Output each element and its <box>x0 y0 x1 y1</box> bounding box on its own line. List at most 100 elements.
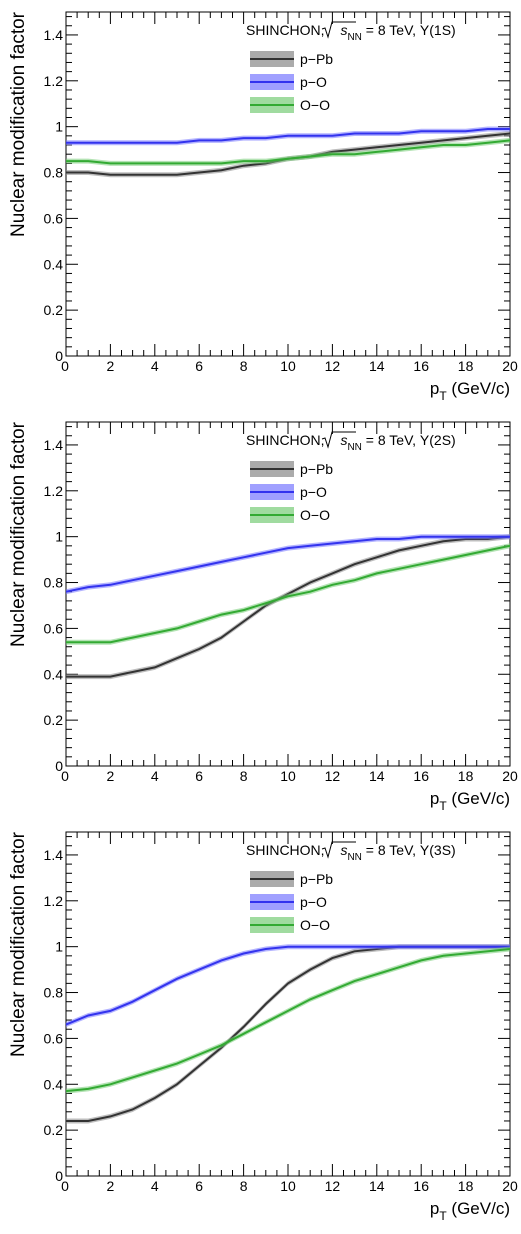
series-1 <box>66 944 510 1124</box>
x-tick-label: 18 <box>458 768 474 784</box>
x-tick-label: 2 <box>107 1178 115 1194</box>
x-tick-label: 20 <box>502 768 518 784</box>
series-band <box>66 543 510 645</box>
y-tick-label: 0.6 <box>44 620 64 636</box>
series-band <box>66 534 510 595</box>
x-tick-label: 4 <box>151 768 159 784</box>
sqrt-sign <box>321 841 356 859</box>
x-axis-label: pT (GeV/c) <box>430 379 510 403</box>
y-tick-label: 0 <box>55 758 63 774</box>
series-line <box>66 132 511 176</box>
header-sqrt-s: s <box>340 22 347 38</box>
x-label-unit: (GeV/c) <box>447 789 510 808</box>
x-label-sub: T <box>439 799 447 813</box>
series-line <box>66 544 511 644</box>
header-prefix: SHINCHON, <box>246 842 328 858</box>
header-nn: NN <box>347 442 361 453</box>
x-tick-label: 0 <box>61 768 69 784</box>
x-tick-label: 12 <box>325 768 341 784</box>
x-tick-label: 18 <box>458 358 474 374</box>
x-tick-label: 16 <box>413 1178 429 1194</box>
x-tick-label: 20 <box>502 1178 518 1194</box>
x-tick-label: 0 <box>61 1178 69 1194</box>
x-label-main: p <box>430 379 439 398</box>
header-state: Υ(3S) <box>420 842 456 858</box>
series-line <box>65 945 510 1026</box>
y-axis-label: Nuclear modification factor <box>8 421 29 647</box>
y-tick-label: 1 <box>55 939 63 955</box>
y-tick-label: 1.4 <box>44 27 64 43</box>
header-sqrt-s: s <box>340 842 347 858</box>
y-tick-label: 1.4 <box>44 847 64 863</box>
legend-label: O−O <box>300 917 330 933</box>
legend-label: p−O <box>300 74 327 90</box>
legend-label: p−Pb <box>300 871 333 887</box>
panel-header: SHINCHON, sNN = 8 TeV, Υ(2S) <box>246 432 456 453</box>
series-3 <box>66 137 511 166</box>
header-nn: NN <box>347 852 361 863</box>
x-tick-label: 8 <box>240 768 248 784</box>
x-tick-label: 10 <box>280 768 296 784</box>
y-tick-label: 0 <box>55 348 63 364</box>
x-label-main: p <box>430 1199 439 1218</box>
x-tick-label: 8 <box>240 358 248 374</box>
y-tick-label: 0.2 <box>44 302 64 318</box>
header-suffix: = 8 TeV, <box>362 842 420 858</box>
y-tick-label: 1.2 <box>44 73 64 89</box>
panel-3: 0 2 4 6 8 10 12 14 16 18 20 0 0.2 0.4 0.6 0.8 1 1.2 1.4 Nuc… <box>8 831 518 1223</box>
series-1 <box>66 534 511 680</box>
x-tick-label: 0 <box>61 358 69 374</box>
x-tick-label: 2 <box>107 358 115 374</box>
series-3 <box>65 946 511 1094</box>
y-tick-label: 1.4 <box>44 437 64 453</box>
legend-label: p−Pb <box>300 51 333 67</box>
legend-label: O−O <box>300 97 330 113</box>
header-suffix: = 8 TeV, <box>362 22 420 38</box>
x-tick-label: 14 <box>369 358 385 374</box>
x-label-sub: T <box>439 389 447 403</box>
y-tick-label: 0.4 <box>44 256 64 272</box>
series-band <box>66 944 510 1124</box>
series-2 <box>65 944 510 1028</box>
x-tick-label: 14 <box>369 768 385 784</box>
series-line <box>65 948 511 1093</box>
series-band <box>66 534 510 680</box>
x-tick-label: 8 <box>240 1178 248 1194</box>
legend-label: p−O <box>300 894 327 910</box>
panel-header: SHINCHON, sNN = 8 TeV, Υ(3S) <box>246 842 456 863</box>
x-tick-label: 18 <box>458 1178 474 1194</box>
y-tick-label: 0.4 <box>44 666 64 682</box>
header-suffix: = 8 TeV, <box>362 432 420 448</box>
series-2 <box>66 126 510 146</box>
series-line <box>66 945 510 1122</box>
y-tick-label: 0.4 <box>44 1076 64 1092</box>
x-tick-label: 14 <box>369 1178 385 1194</box>
x-label-main: p <box>430 789 439 808</box>
header-nn: NN <box>347 32 361 43</box>
y-tick-label: 0.2 <box>44 1122 64 1138</box>
header-state: Υ(1S) <box>420 22 456 38</box>
header-prefix: SHINCHON, <box>246 22 328 38</box>
y-tick-label: 0.6 <box>44 1030 64 1046</box>
x-tick-label: 4 <box>151 358 159 374</box>
y-tick-label: 0.8 <box>44 575 64 591</box>
x-tick-label: 20 <box>502 358 518 374</box>
header-state: Υ(2S) <box>420 432 456 448</box>
panel-header: SHINCHON, sNN = 8 TeV, Υ(1S) <box>246 22 456 43</box>
series-line <box>66 128 510 144</box>
x-tick-label: 10 <box>280 358 296 374</box>
x-label-unit: (GeV/c) <box>447 379 510 398</box>
y-tick-label: 0.6 <box>44 210 64 226</box>
sqrt-sign <box>321 431 356 449</box>
y-tick-label: 0.2 <box>44 712 64 728</box>
x-label-unit: (GeV/c) <box>447 1199 510 1218</box>
x-tick-label: 16 <box>413 768 429 784</box>
series-2 <box>65 534 510 595</box>
series-band <box>66 946 510 1094</box>
series-band <box>66 131 510 178</box>
x-tick-label: 12 <box>325 358 341 374</box>
x-axis-label: pT (GeV/c) <box>430 789 510 813</box>
series-3 <box>66 543 511 645</box>
x-tick-label: 6 <box>195 1178 203 1194</box>
